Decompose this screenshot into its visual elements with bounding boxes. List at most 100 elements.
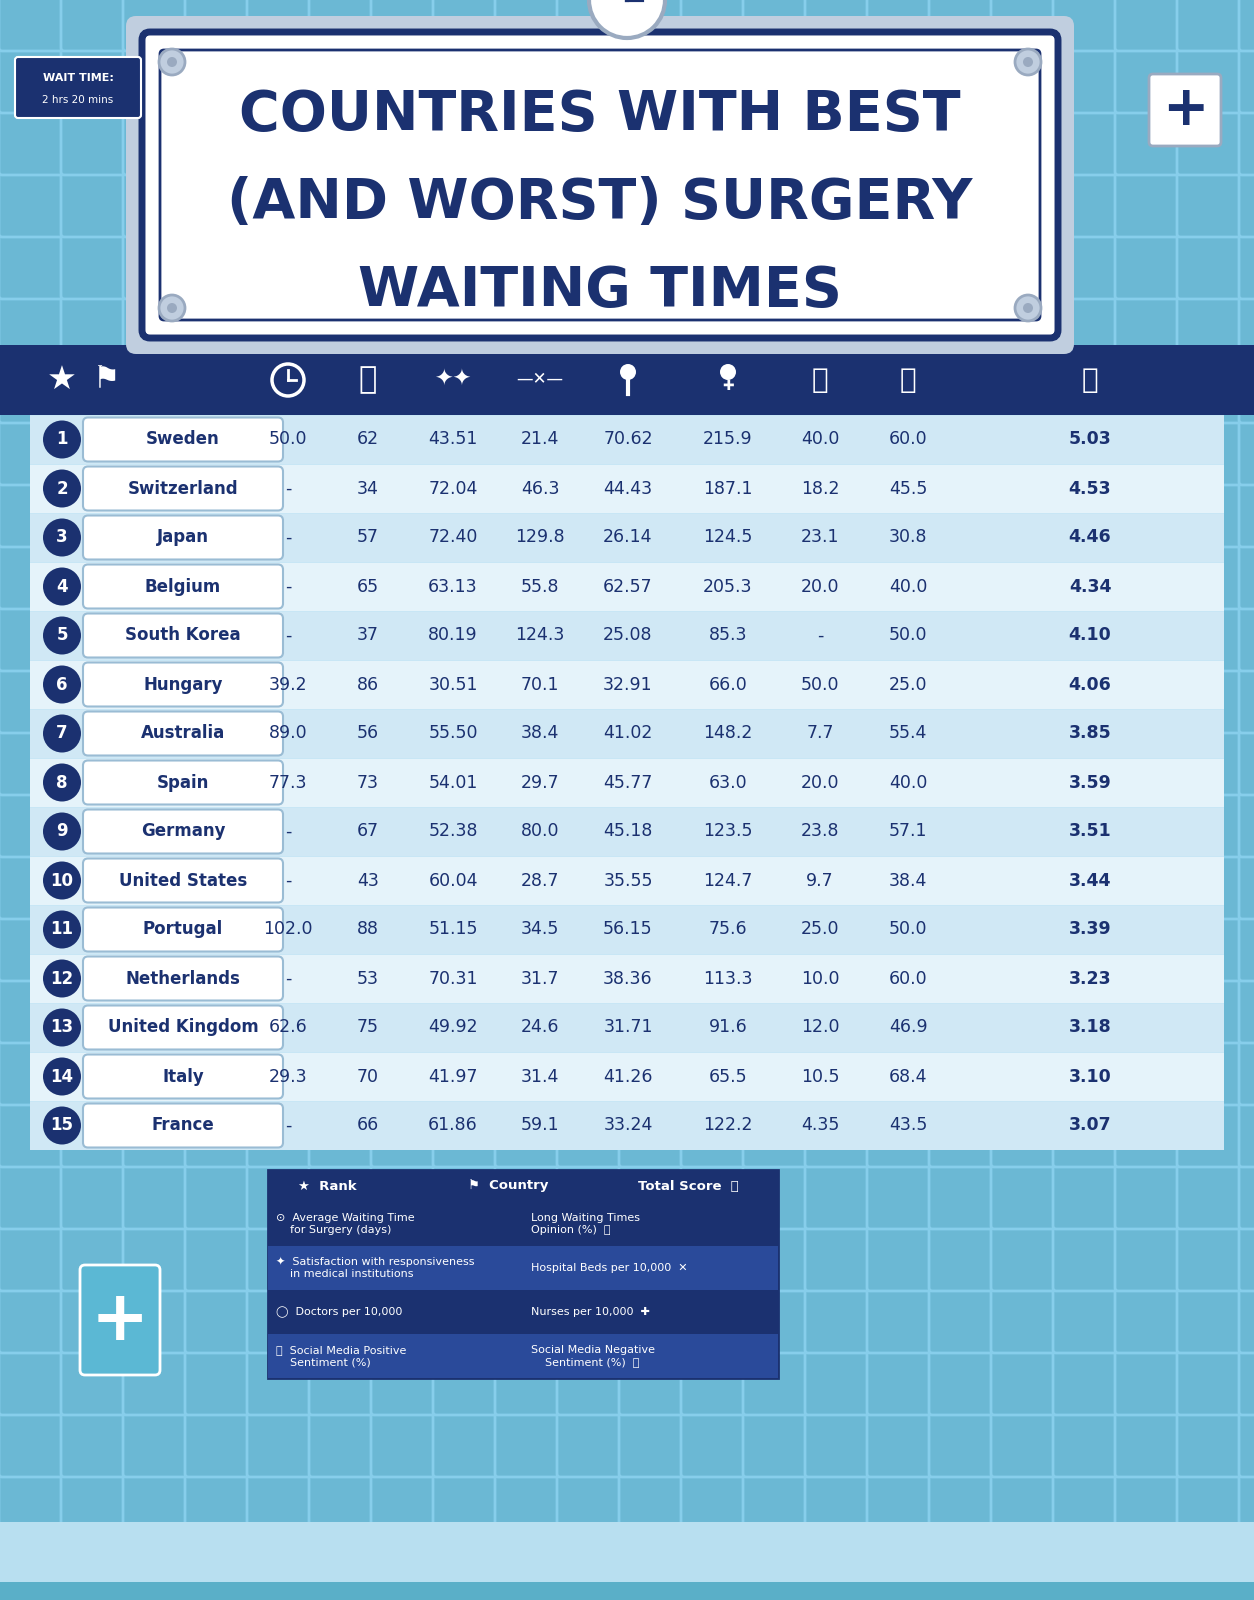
FancyBboxPatch shape — [1178, 1475, 1241, 1539]
FancyBboxPatch shape — [991, 854, 1055, 918]
FancyBboxPatch shape — [619, 1042, 683, 1106]
Text: ⧗: ⧗ — [359, 365, 377, 395]
Text: 30.51: 30.51 — [429, 675, 478, 693]
Text: Nurses per 10,000  ✚: Nurses per 10,000 ✚ — [530, 1307, 650, 1317]
FancyBboxPatch shape — [681, 0, 745, 51]
FancyBboxPatch shape — [619, 298, 683, 362]
Text: 45.18: 45.18 — [603, 822, 652, 840]
FancyBboxPatch shape — [186, 110, 250, 174]
FancyBboxPatch shape — [83, 1104, 283, 1147]
FancyBboxPatch shape — [123, 483, 187, 547]
FancyBboxPatch shape — [744, 1227, 808, 1291]
Bar — [0, 1522, 1254, 1582]
Bar — [30, 1005, 1224, 1053]
Bar — [30, 416, 1224, 464]
FancyBboxPatch shape — [744, 1538, 808, 1600]
FancyBboxPatch shape — [1239, 421, 1254, 485]
FancyBboxPatch shape — [0, 546, 63, 610]
FancyBboxPatch shape — [1239, 669, 1254, 733]
FancyBboxPatch shape — [1239, 173, 1254, 237]
FancyBboxPatch shape — [247, 1538, 311, 1600]
Circle shape — [1023, 58, 1033, 67]
Text: 46.3: 46.3 — [520, 480, 559, 498]
FancyBboxPatch shape — [744, 979, 808, 1043]
Text: 29.7: 29.7 — [520, 773, 559, 792]
Circle shape — [159, 294, 186, 322]
Text: 23.1: 23.1 — [801, 528, 839, 547]
FancyBboxPatch shape — [83, 760, 283, 805]
FancyBboxPatch shape — [308, 731, 372, 795]
FancyBboxPatch shape — [1178, 731, 1241, 795]
FancyBboxPatch shape — [0, 0, 63, 51]
FancyBboxPatch shape — [1053, 298, 1117, 362]
FancyBboxPatch shape — [247, 173, 311, 237]
FancyBboxPatch shape — [991, 110, 1055, 174]
Text: 3: 3 — [56, 528, 68, 547]
Text: Hospital Beds per 10,000  ✕: Hospital Beds per 10,000 ✕ — [530, 1262, 687, 1274]
FancyBboxPatch shape — [0, 1165, 63, 1229]
FancyBboxPatch shape — [681, 173, 745, 237]
Text: 👍  Social Media Positive
    Sentiment (%): 👍 Social Media Positive Sentiment (%) — [276, 1344, 406, 1366]
FancyBboxPatch shape — [186, 173, 250, 237]
FancyBboxPatch shape — [433, 173, 497, 237]
FancyBboxPatch shape — [991, 0, 1055, 51]
FancyBboxPatch shape — [186, 669, 250, 733]
Text: 39.2: 39.2 — [268, 675, 307, 693]
FancyBboxPatch shape — [495, 50, 559, 114]
FancyBboxPatch shape — [929, 50, 993, 114]
Text: 25.0: 25.0 — [801, 920, 839, 939]
FancyBboxPatch shape — [681, 483, 745, 547]
Bar — [0, 346, 1254, 414]
FancyBboxPatch shape — [1178, 1165, 1241, 1229]
FancyBboxPatch shape — [247, 1227, 311, 1291]
FancyBboxPatch shape — [123, 298, 187, 362]
FancyBboxPatch shape — [0, 173, 63, 237]
FancyBboxPatch shape — [991, 1165, 1055, 1229]
FancyBboxPatch shape — [495, 235, 559, 299]
FancyBboxPatch shape — [557, 546, 621, 610]
FancyBboxPatch shape — [805, 606, 869, 670]
Bar — [30, 611, 1224, 659]
Text: 50.0: 50.0 — [889, 920, 927, 939]
Text: 41.02: 41.02 — [603, 725, 652, 742]
Text: 72.04: 72.04 — [429, 480, 478, 498]
FancyBboxPatch shape — [123, 1475, 187, 1539]
Text: 3.10: 3.10 — [1068, 1067, 1111, 1085]
FancyBboxPatch shape — [186, 421, 250, 485]
FancyBboxPatch shape — [0, 917, 63, 981]
Text: 66.0: 66.0 — [709, 675, 747, 693]
FancyBboxPatch shape — [619, 1165, 683, 1229]
FancyBboxPatch shape — [61, 731, 125, 795]
FancyBboxPatch shape — [1239, 50, 1254, 114]
FancyBboxPatch shape — [495, 0, 559, 51]
FancyBboxPatch shape — [247, 358, 311, 422]
FancyBboxPatch shape — [619, 1102, 683, 1166]
FancyBboxPatch shape — [619, 483, 683, 547]
FancyBboxPatch shape — [991, 50, 1055, 114]
FancyBboxPatch shape — [83, 1054, 283, 1099]
FancyBboxPatch shape — [1178, 854, 1241, 918]
Text: 20.0: 20.0 — [801, 578, 839, 595]
Text: 21.4: 21.4 — [520, 430, 559, 448]
FancyBboxPatch shape — [929, 917, 993, 981]
FancyBboxPatch shape — [1053, 854, 1117, 918]
FancyBboxPatch shape — [1053, 606, 1117, 670]
FancyBboxPatch shape — [991, 917, 1055, 981]
Text: 13: 13 — [50, 1019, 74, 1037]
FancyBboxPatch shape — [619, 731, 683, 795]
FancyBboxPatch shape — [1239, 1227, 1254, 1291]
FancyBboxPatch shape — [681, 50, 745, 114]
FancyBboxPatch shape — [247, 110, 311, 174]
FancyBboxPatch shape — [991, 1102, 1055, 1166]
FancyBboxPatch shape — [61, 979, 125, 1043]
Text: 89.0: 89.0 — [268, 725, 307, 742]
FancyBboxPatch shape — [371, 794, 435, 858]
FancyBboxPatch shape — [83, 467, 283, 510]
Text: 9.7: 9.7 — [806, 872, 834, 890]
FancyBboxPatch shape — [371, 1350, 435, 1414]
Text: 25.0: 25.0 — [889, 675, 927, 693]
FancyBboxPatch shape — [1053, 794, 1117, 858]
Text: 33.24: 33.24 — [603, 1117, 652, 1134]
FancyBboxPatch shape — [681, 794, 745, 858]
Text: WAITING TIMES: WAITING TIMES — [359, 264, 841, 318]
